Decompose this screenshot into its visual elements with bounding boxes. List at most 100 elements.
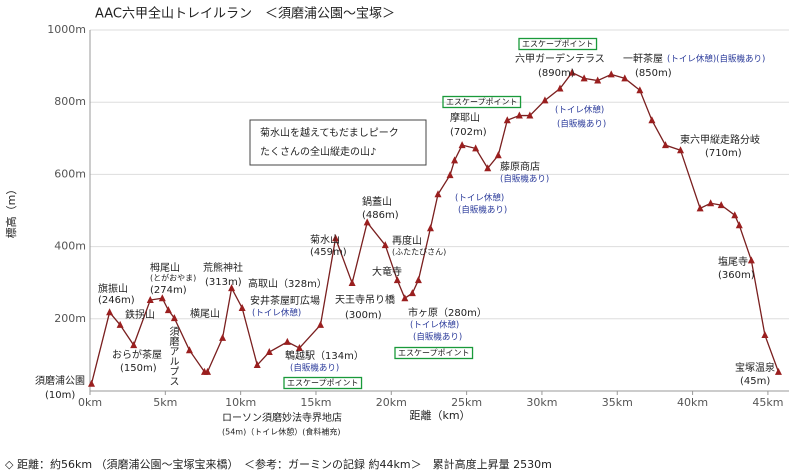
point (88, 379, 96, 387)
annotation: (54m)（トイレ休憩）(食料補充) (222, 427, 340, 437)
y-tick-label: 600m (54, 167, 86, 180)
annotation: (702m) (450, 127, 487, 138)
escape-box (442, 95, 522, 109)
point (568, 68, 576, 76)
point (219, 333, 227, 341)
annotation: (459m) (310, 247, 347, 258)
y-axis-label: 標高（m） (4, 184, 18, 239)
point (414, 276, 422, 284)
annotation: 安井茶屋町広場 (250, 294, 320, 307)
point (648, 116, 656, 124)
point (607, 70, 615, 78)
annotation: 鵯越駅（134m） (285, 349, 364, 362)
annotation: (313m) (205, 277, 242, 288)
point (458, 141, 466, 149)
annotation: (トイレ休憩) (410, 320, 459, 331)
annotation: おらが茶屋 (112, 348, 162, 361)
point (451, 156, 459, 164)
annotation: (とがおやま) (150, 273, 196, 283)
point (164, 306, 172, 314)
annotation: 一軒茶屋 (623, 52, 663, 65)
annotation: 天王寺吊り橋 (335, 293, 395, 306)
point (731, 211, 739, 219)
annotation: (246m) (98, 295, 135, 306)
point (717, 201, 725, 209)
y-tick-label: 1000m (47, 23, 86, 36)
point (707, 199, 715, 207)
point (472, 144, 480, 152)
annotation: 塩尾寺 (718, 255, 748, 268)
point (735, 221, 743, 229)
annotation: (自販機あり) (500, 174, 549, 185)
point (170, 314, 178, 322)
point (696, 204, 704, 212)
annotation: (トイレ休憩)(自販機あり) (667, 54, 765, 65)
x-tick-label: 45km (752, 396, 783, 409)
annotation: 藤原商店 (500, 160, 540, 173)
footer: ◇ 距離：約56km （須磨浦公園～宝塚宝来橋） ＜参考：ガーミンの記録 約44… (5, 457, 552, 471)
annotation: 菊水山を越えてもだましピーク (260, 126, 399, 139)
point (494, 151, 502, 159)
point (265, 348, 273, 356)
point (228, 284, 236, 292)
point (106, 308, 114, 316)
annotation: (ふたたびさん) (392, 248, 446, 257)
point (381, 241, 389, 249)
x-tick-label: 40km (677, 396, 708, 409)
annotation: (274m) (150, 285, 187, 296)
annotation: (45m) (740, 376, 770, 387)
point (636, 86, 644, 94)
point (515, 111, 523, 119)
annotation: (トイレ休憩) (252, 308, 301, 319)
x-tick-label: 15km (300, 396, 331, 409)
x-tick-label: 10km (225, 396, 256, 409)
annotation: (自販機あり) (290, 363, 339, 374)
y-tick-label: 200m (54, 312, 86, 325)
point (434, 190, 442, 198)
x-tick-label: 25km (451, 396, 482, 409)
point (556, 84, 564, 92)
annotation: 栂尾山 (150, 261, 180, 274)
annotation: 菊水山 (310, 234, 340, 246)
point (503, 116, 511, 124)
point (661, 141, 669, 149)
x-tick-label: 35km (602, 396, 633, 409)
annotation: 摩耶山 (450, 111, 480, 124)
annotation: 東六甲縦走路分岐 (680, 133, 760, 146)
annotation: 市ヶ原（280m） (408, 306, 487, 319)
point (621, 74, 629, 82)
x-tick-label: 5km (153, 396, 177, 409)
annotation: (300m) (345, 310, 382, 321)
x-axis-label: 距離（km） (409, 408, 470, 422)
annotation: 旗振山 (98, 282, 128, 295)
annotation: 高取山（328m） (248, 277, 327, 290)
annotation: (486m) (362, 210, 399, 221)
point (130, 341, 138, 349)
annotation: 須磨アルプス (167, 326, 179, 386)
escape-box (283, 376, 363, 390)
point (526, 111, 534, 119)
annotation: (150m) (120, 363, 157, 374)
annotation: 六甲ガーデンテラス (515, 52, 605, 65)
annotation: (850m) (635, 68, 672, 79)
point (426, 224, 434, 232)
annotation: (10m) (45, 390, 75, 401)
point (747, 256, 755, 264)
point (238, 303, 246, 311)
point (348, 279, 356, 287)
point (146, 296, 154, 304)
annotation: ローソン須磨妙法寺界地店 (222, 411, 342, 424)
annotation: (自販機あり) (413, 332, 462, 343)
point (253, 361, 261, 369)
point (116, 320, 124, 328)
escape-point: エスケープポイント (522, 40, 594, 49)
point (446, 171, 454, 179)
annotation: 鉄拐山 (125, 308, 155, 321)
annotation: (トイレ休憩) (555, 105, 604, 116)
point (484, 164, 492, 172)
annotation: 宝塚温泉 (735, 361, 775, 374)
annotation: (710m) (705, 148, 742, 159)
point (677, 146, 685, 154)
point (158, 294, 166, 302)
